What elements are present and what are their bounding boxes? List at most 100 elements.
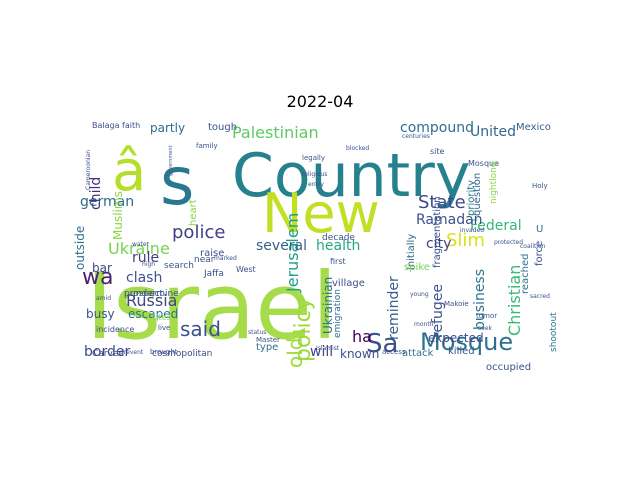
word-20: health xyxy=(316,238,360,254)
word-31: several xyxy=(256,238,307,254)
word-29: Christian xyxy=(505,265,524,336)
word-81: Makoie xyxy=(444,300,469,308)
word-45: priority xyxy=(466,180,477,216)
word-100: coalition xyxy=(520,243,546,250)
word-4: â xyxy=(112,139,146,204)
word-3: New xyxy=(262,182,380,245)
word-95: access xyxy=(382,348,406,356)
word-47: fragmentation xyxy=(432,196,443,268)
word-16: compound xyxy=(400,120,474,136)
word-50: busy xyxy=(86,307,115,321)
word-48: emigration xyxy=(333,289,343,338)
word-90: invaded xyxy=(460,227,484,234)
word-106: legally xyxy=(302,154,325,162)
word-55: reached xyxy=(520,253,531,294)
word-89: protected xyxy=(494,239,523,246)
word-26: city xyxy=(426,236,451,252)
word-37: rule xyxy=(132,250,159,266)
word-7: Sa xyxy=(366,329,398,359)
word-82: Master xyxy=(256,336,280,344)
word-cloud-background xyxy=(80,118,560,358)
word-10: Palestinian xyxy=(232,123,319,142)
word-59: killed xyxy=(448,346,475,357)
word-78: first xyxy=(330,257,346,266)
word-51: escaped xyxy=(128,307,178,321)
word-107: religious xyxy=(302,171,327,178)
word-49: bar xyxy=(92,261,112,275)
word-102: Holy xyxy=(532,182,548,190)
word-54: raise xyxy=(200,248,224,259)
word-77: sites xyxy=(152,313,171,322)
word-73: Balaga xyxy=(92,121,120,130)
word-24: clash xyxy=(126,270,162,286)
word-15: United xyxy=(470,124,516,140)
word-1: Israel xyxy=(86,253,337,360)
word-88: young xyxy=(410,291,429,298)
word-79: U xyxy=(536,224,543,235)
word-23: border xyxy=(84,344,130,360)
word-69: near xyxy=(194,255,215,265)
word-58: attack xyxy=(402,348,434,359)
word-109: government xyxy=(168,145,174,176)
word-30: reminder xyxy=(386,276,402,340)
word-76: site xyxy=(430,147,445,156)
word-103: nightlong xyxy=(489,161,499,204)
word-93: prevent xyxy=(120,349,144,356)
word-36: partly xyxy=(150,121,185,135)
word-42: occupied xyxy=(486,362,531,373)
word-75: family xyxy=(196,142,218,150)
word-108: blocked xyxy=(346,145,369,152)
word-80: Mosque xyxy=(468,159,499,168)
word-17: Federal xyxy=(470,218,522,234)
word-33: known xyxy=(340,347,379,361)
word-22: old xyxy=(283,338,307,369)
word-44: question xyxy=(472,173,483,216)
word-35: german xyxy=(80,194,134,210)
word-86: month xyxy=(414,321,434,328)
word-97: heart xyxy=(188,199,199,226)
word-83: brought xyxy=(150,348,178,356)
word-60: village xyxy=(332,278,365,289)
word-72: West xyxy=(236,265,256,274)
word-94: Islamist xyxy=(316,345,340,352)
word-98: marked xyxy=(214,255,237,262)
word-110: water xyxy=(132,241,150,248)
word-99: centuries xyxy=(402,133,430,140)
word-14: wa xyxy=(82,265,113,290)
chart-title: 2022-04 xyxy=(286,92,354,111)
word-19: Ramadan xyxy=(416,212,483,228)
word-38: child xyxy=(88,177,104,210)
word-46: initially xyxy=(406,234,417,270)
word-63: decade xyxy=(322,233,355,243)
word-91: entry xyxy=(308,181,324,188)
word-27: refugee xyxy=(430,284,446,338)
word-65: cosmopolitan xyxy=(152,349,212,359)
word-52: outside xyxy=(73,226,87,270)
word-96: high xyxy=(142,261,155,268)
word-67: undermine xyxy=(130,289,179,299)
word-13: Russia xyxy=(126,291,177,310)
word-12: said xyxy=(180,317,221,341)
word-57: shootout xyxy=(549,312,559,352)
word-8: Jerusalem xyxy=(283,213,302,293)
word-2: Country xyxy=(232,141,470,211)
word-28: business xyxy=(472,269,488,330)
word-41: expected xyxy=(428,331,484,345)
word-21: policy xyxy=(291,297,316,362)
word-40: Ukrainian xyxy=(321,277,335,334)
word-25: Slim xyxy=(446,230,485,251)
word-74: faith xyxy=(122,121,140,130)
word-101: sacred xyxy=(530,293,550,300)
word-68: prospect xyxy=(124,289,164,299)
word-5: s xyxy=(160,143,194,220)
word-32: will xyxy=(310,344,333,360)
word-39: Muslims xyxy=(111,191,125,240)
word-71: search xyxy=(164,261,194,271)
word-56: force xyxy=(534,241,545,266)
word-70: Jaffa xyxy=(203,269,224,279)
word-6: Mosque xyxy=(420,328,513,356)
word-61: spike xyxy=(404,262,430,273)
word-11: State xyxy=(418,192,466,213)
